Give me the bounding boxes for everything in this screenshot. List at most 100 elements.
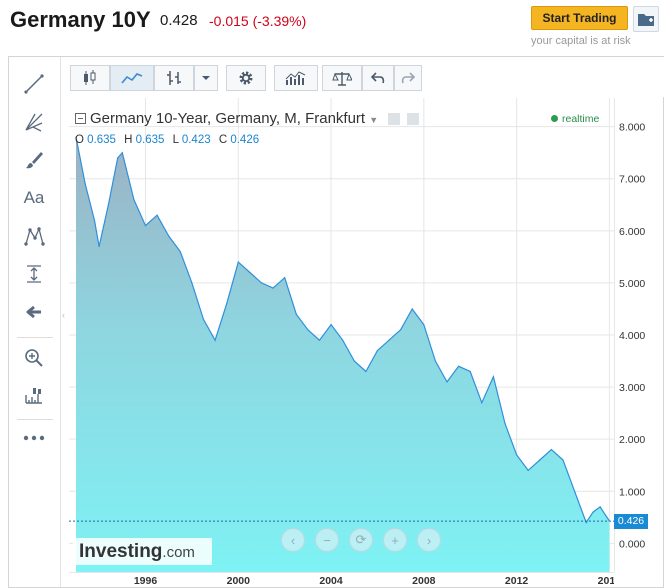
y-tick-label: 8.000	[619, 122, 645, 134]
brush-tool-button[interactable]	[19, 145, 49, 175]
page-title: Germany 10Y	[10, 7, 151, 32]
data-point	[260, 282, 263, 284]
data-point	[214, 339, 216, 341]
panel-splitter[interactable]: ‹	[62, 310, 65, 320]
data-point	[144, 225, 147, 227]
settings-button[interactable]	[226, 65, 266, 91]
symbol-description: Germany 10-Year, Germany, M, Frankfurt	[90, 110, 366, 127]
high-label: H	[124, 134, 133, 146]
pattern-tool-button[interactable]	[19, 221, 49, 251]
candles-type-button[interactable]	[70, 65, 110, 91]
data-point	[84, 183, 86, 185]
data-point	[592, 511, 594, 513]
y-axis: 8.000 7.000 6.000 5.000 4.000 3.000 2.000 1.000…	[614, 98, 645, 572]
area-icon	[121, 73, 143, 84]
measure-tool-button[interactable]	[19, 259, 49, 289]
zoom-tool-button[interactable]	[19, 343, 49, 373]
data-point	[93, 219, 96, 221]
scroll-left-button[interactable]: ‹	[281, 528, 305, 552]
data-point	[434, 360, 436, 362]
data-point	[75, 136, 77, 138]
settings-small-icon[interactable]	[406, 113, 419, 126]
chart-plot[interactable]	[69, 98, 614, 572]
data-point	[272, 287, 274, 289]
data-point	[574, 490, 576, 492]
close-label: C	[218, 134, 228, 146]
y-tick-label: 4.000	[619, 330, 645, 342]
line-tool-icon	[24, 74, 44, 94]
y-tick-label: 3.000	[619, 382, 645, 394]
start-trading-button[interactable]: Start Trading	[531, 6, 628, 30]
compare-icon	[332, 72, 352, 86]
y-tick-label: 1.000	[619, 486, 645, 498]
chevron-left-icon: ‹	[290, 532, 296, 548]
low-value: 0.423	[181, 134, 211, 146]
data-point	[107, 204, 109, 206]
scroll-right-button[interactable]: ›	[417, 528, 441, 552]
compare-button[interactable]	[322, 65, 362, 91]
ruler-tool-button[interactable]	[19, 381, 49, 411]
risk-disclaimer: your capital is at risk	[531, 35, 631, 47]
data-point	[237, 261, 239, 263]
data-point	[156, 214, 158, 216]
data-point	[446, 381, 448, 383]
chart-type-dropdown[interactable]	[194, 65, 218, 91]
data-point	[98, 245, 100, 248]
data-point	[179, 251, 181, 253]
y-tick-label: 2.000	[619, 434, 645, 446]
data-point	[365, 370, 367, 373]
data-point	[469, 370, 471, 373]
data-point	[585, 521, 587, 524]
fib-tool-icon	[25, 113, 43, 132]
indicators-icon	[285, 71, 306, 85]
refresh-icon: ⟳	[355, 532, 367, 547]
area-type-button[interactable]	[110, 65, 154, 91]
zoom-out-button[interactable]: −	[315, 528, 339, 552]
data-point	[307, 329, 309, 331]
logo-main: Investing	[79, 541, 163, 562]
data-point	[133, 199, 135, 201]
more-tools-button[interactable]	[19, 423, 49, 453]
data-point	[599, 506, 601, 508]
undo-button[interactable]	[362, 65, 394, 91]
data-point	[353, 360, 355, 362]
x-tick-label: 2008	[412, 575, 436, 587]
add-to-portfolio-button[interactable]	[633, 6, 659, 32]
data-point	[342, 339, 344, 341]
data-point	[168, 235, 170, 237]
data-point	[226, 303, 228, 305]
data-point	[539, 459, 541, 461]
data-point	[388, 339, 390, 341]
zoom-in-button[interactable]: +	[383, 528, 407, 552]
data-point	[330, 324, 332, 326]
fib-tool-button[interactable]	[19, 107, 49, 137]
reset-button[interactable]: ⟳	[349, 528, 373, 552]
data-point	[121, 152, 123, 154]
data-point	[550, 449, 552, 451]
bars-icon	[167, 71, 181, 85]
remove-drawings-button[interactable]	[19, 297, 49, 327]
price-change: -0.015 (-3.39%)	[209, 13, 307, 29]
y-tick-label: 7.000	[619, 174, 645, 186]
text-tool-button[interactable]: Aa	[19, 183, 49, 213]
data-area-fill	[76, 137, 610, 572]
plus-icon: +	[391, 532, 399, 548]
data-point	[400, 329, 402, 331]
data-point	[284, 277, 286, 279]
collapse-legend-icon[interactable]	[75, 113, 86, 124]
eye-icon[interactable]	[388, 113, 401, 126]
bars-type-button[interactable]	[154, 65, 194, 91]
data-point	[295, 313, 297, 315]
chevron-down-icon	[202, 76, 210, 80]
indicators-button[interactable]	[274, 65, 318, 91]
chart-toolbar	[62, 57, 664, 97]
data-point	[423, 324, 425, 326]
open-value: 0.635	[87, 134, 116, 146]
status-dot-icon	[551, 115, 558, 122]
line-tool-button[interactable]	[19, 69, 49, 99]
data-point	[516, 454, 518, 456]
symbol-dropdown-icon[interactable]: ▼	[369, 115, 379, 125]
ruler-icon	[25, 388, 42, 404]
redo-button[interactable]	[394, 65, 422, 91]
chart-legend: Germany 10-Year, Germany, M, Frankfurt ▼	[75, 110, 419, 127]
